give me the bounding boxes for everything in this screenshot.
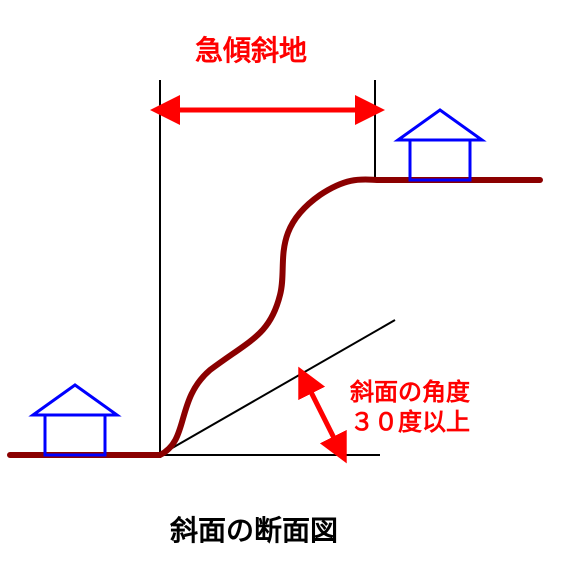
diagram-title: 斜面の断面図	[170, 514, 338, 546]
slope-cross-section-diagram: 急傾斜地斜面の角度３０度以上斜面の断面図	[0, 0, 566, 575]
steep-slope-label: 急傾斜地	[195, 35, 307, 66]
angle-label-line1: 斜面の角度	[349, 378, 471, 406]
angle-label-line2: ３０度以上	[350, 408, 470, 436]
